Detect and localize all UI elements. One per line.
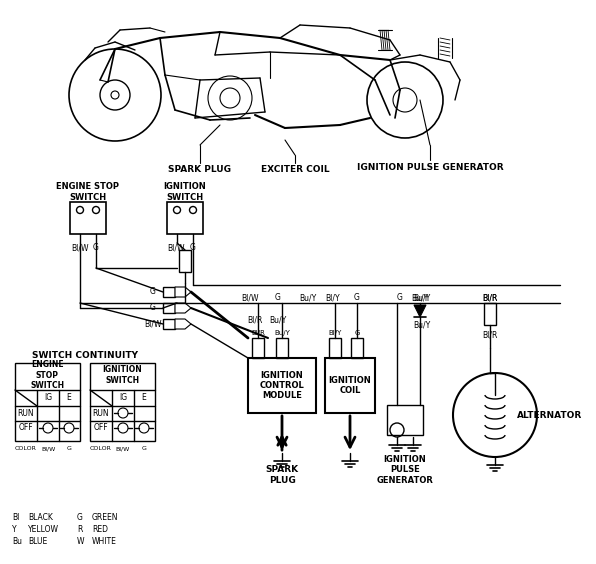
Text: IG: IG bbox=[119, 394, 127, 403]
Text: SPARK
PLUG: SPARK PLUG bbox=[265, 465, 299, 484]
Polygon shape bbox=[414, 305, 426, 317]
Bar bbox=[276, 338, 288, 358]
Text: ENGINE
STOP
SWITCH: ENGINE STOP SWITCH bbox=[30, 360, 64, 390]
Text: OFF: OFF bbox=[18, 424, 33, 433]
Text: RED: RED bbox=[92, 526, 108, 535]
Bar bbox=[248, 358, 316, 413]
Text: Y: Y bbox=[12, 526, 17, 535]
Text: SPARK PLUG: SPARK PLUG bbox=[169, 165, 231, 174]
Text: COLOR: COLOR bbox=[15, 447, 37, 452]
Text: COLOR: COLOR bbox=[90, 447, 112, 452]
Text: R: R bbox=[77, 526, 82, 535]
Text: Bu/Y: Bu/Y bbox=[414, 293, 431, 302]
Text: Bl/W: Bl/W bbox=[72, 244, 89, 253]
Text: Bl/W: Bl/W bbox=[144, 319, 162, 328]
Text: Bl/R: Bl/R bbox=[482, 293, 498, 302]
Circle shape bbox=[453, 373, 537, 457]
Text: SWITCH CONTINUITY: SWITCH CONTINUITY bbox=[32, 350, 138, 359]
Text: ALTERNATOR: ALTERNATOR bbox=[517, 411, 583, 420]
Text: Bl/W: Bl/W bbox=[241, 293, 259, 302]
Text: IGNITION
CONTROL
MODULE: IGNITION CONTROL MODULE bbox=[260, 371, 305, 400]
Circle shape bbox=[92, 206, 100, 214]
Text: Bu/Y: Bu/Y bbox=[269, 315, 287, 324]
Text: EXCITER COIL: EXCITER COIL bbox=[260, 165, 330, 174]
Bar bbox=[70, 202, 106, 234]
Text: Bl/W: Bl/W bbox=[116, 447, 130, 452]
Text: BLUE: BLUE bbox=[28, 537, 47, 547]
Circle shape bbox=[173, 206, 181, 214]
Text: G: G bbox=[67, 447, 72, 452]
Text: YELLOW: YELLOW bbox=[28, 526, 59, 535]
Bar bbox=[179, 250, 191, 272]
Circle shape bbox=[76, 206, 83, 214]
Text: G: G bbox=[397, 293, 403, 302]
Bar bbox=[387, 405, 423, 435]
Bar bbox=[252, 338, 264, 358]
Text: OFF: OFF bbox=[94, 424, 108, 433]
Text: Bu: Bu bbox=[12, 537, 22, 547]
Bar bbox=[163, 303, 175, 313]
Text: Bl/R: Bl/R bbox=[251, 330, 265, 336]
Bar bbox=[351, 338, 363, 358]
Text: G: G bbox=[190, 244, 196, 253]
Text: RUN: RUN bbox=[93, 408, 109, 417]
Text: G: G bbox=[354, 293, 360, 302]
Text: IGNITION
SWITCH: IGNITION SWITCH bbox=[164, 182, 206, 202]
Text: Bl/R: Bl/R bbox=[482, 331, 498, 340]
Bar bbox=[163, 319, 175, 329]
Text: G: G bbox=[150, 303, 156, 312]
Text: IG: IG bbox=[44, 394, 52, 403]
Polygon shape bbox=[175, 319, 191, 329]
Text: Bl/R: Bl/R bbox=[482, 293, 498, 302]
Text: E: E bbox=[142, 394, 147, 403]
Text: G: G bbox=[77, 513, 83, 522]
Text: E: E bbox=[67, 394, 72, 403]
Text: IGNITION
PULSE
GENERATOR: IGNITION PULSE GENERATOR bbox=[377, 455, 433, 485]
Bar bbox=[90, 363, 155, 441]
Text: Bl/Y: Bl/Y bbox=[325, 293, 340, 302]
Polygon shape bbox=[175, 287, 191, 297]
Text: G: G bbox=[142, 447, 147, 452]
Text: BLACK: BLACK bbox=[28, 513, 53, 522]
Bar bbox=[325, 358, 375, 413]
Text: Bu/Y: Bu/Y bbox=[299, 293, 316, 302]
Bar bbox=[15, 363, 80, 441]
Text: Bl/W: Bl/W bbox=[41, 447, 55, 452]
Text: GREEN: GREEN bbox=[92, 513, 119, 522]
Bar bbox=[163, 287, 175, 297]
Text: G: G bbox=[93, 244, 99, 253]
Text: G: G bbox=[275, 293, 281, 302]
Text: Bl/R: Bl/R bbox=[247, 315, 263, 324]
Bar bbox=[329, 338, 341, 358]
Text: W: W bbox=[77, 537, 85, 547]
Polygon shape bbox=[175, 303, 191, 313]
Text: G: G bbox=[150, 288, 156, 297]
Text: IGNITION
COIL: IGNITION COIL bbox=[328, 376, 371, 395]
Text: ENGINE STOP
SWITCH: ENGINE STOP SWITCH bbox=[57, 182, 120, 202]
Text: IGNITION PULSE GENERATOR: IGNITION PULSE GENERATOR bbox=[356, 164, 503, 173]
Circle shape bbox=[190, 206, 197, 214]
Text: RUN: RUN bbox=[18, 408, 35, 417]
Bar bbox=[484, 303, 496, 325]
Text: WHITE: WHITE bbox=[92, 537, 117, 547]
Text: Bu/Y: Bu/Y bbox=[414, 320, 431, 329]
Text: Bl/W: Bl/W bbox=[167, 244, 185, 253]
Text: Bl: Bl bbox=[12, 513, 20, 522]
Text: G: G bbox=[354, 330, 360, 336]
Bar bbox=[167, 202, 203, 234]
Text: Bl/Y: Bl/Y bbox=[328, 330, 342, 336]
Text: Bu/Y: Bu/Y bbox=[411, 293, 429, 302]
Text: IGNITION
SWITCH: IGNITION SWITCH bbox=[103, 365, 142, 385]
Text: Bu/Y: Bu/Y bbox=[274, 330, 290, 336]
